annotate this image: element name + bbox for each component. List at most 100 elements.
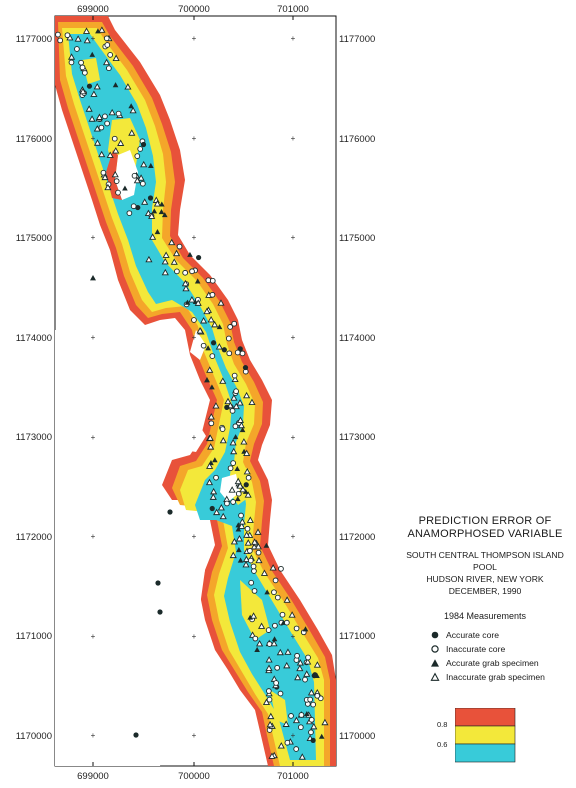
open-circle-marker [234, 349, 241, 356]
open-triangle-marker [283, 661, 291, 669]
x-tick-label: 699000 [77, 4, 109, 15]
open-triangle-marker [173, 249, 181, 257]
sample-markers [55, 26, 329, 760]
grid-cross-icon: + [192, 233, 197, 242]
open-triangle-marker [83, 36, 91, 44]
legend-heading: 1984 Measurements [443, 611, 527, 621]
filled-triangle-marker [302, 626, 309, 632]
open-triangle-marker [128, 129, 136, 136]
open-triangle-marker [188, 296, 196, 303]
grid-cross-icon: + [291, 532, 296, 541]
grid-cross-icon: + [91, 134, 96, 143]
open-circle-marker [239, 350, 246, 357]
filled-circle-marker [311, 673, 317, 679]
open-circle-marker [126, 210, 133, 217]
open-circle-marker [208, 420, 215, 427]
filled-circle-marker [167, 509, 173, 515]
open-triangle-marker [283, 596, 291, 603]
open-triangle-marker [270, 639, 278, 647]
open-circle-marker [284, 739, 291, 746]
open-triangle-marker [307, 688, 316, 696]
open-circle-marker [102, 113, 108, 120]
open-circle-marker [64, 32, 71, 39]
open-triangle-marker [149, 233, 157, 240]
open-circle-marker [231, 372, 238, 379]
open-circle-marker [244, 525, 251, 532]
filled-circle-marker [224, 404, 230, 410]
open-triangle-marker [98, 150, 106, 158]
y-tick-label: 1175000 [16, 233, 52, 244]
open-circle-marker [250, 563, 257, 570]
filled-circle-marker [133, 732, 139, 738]
open-triangle-marker [111, 170, 119, 178]
filled-triangle-marker [232, 434, 239, 440]
open-circle-marker [57, 37, 64, 44]
filled-triangle-marker [158, 209, 165, 215]
open-triangle-marker [304, 658, 312, 665]
open-circle-marker [213, 474, 219, 481]
open-triangle-marker [238, 522, 246, 529]
x-tick-label: 701000 [277, 771, 309, 782]
y-tick-label: 1176000 [16, 134, 52, 145]
grid-cross-icon: + [291, 433, 296, 442]
open-circle-marker [288, 713, 294, 719]
open-circle-marker [111, 135, 118, 142]
open-circle-marker [308, 716, 315, 723]
island [220, 474, 240, 502]
open-circle-marker [200, 342, 207, 349]
open-triangle-marker [313, 661, 321, 668]
filled-triangle-marker [271, 636, 278, 642]
open-triangle-icon [430, 672, 440, 681]
open-circle-marker [248, 579, 255, 586]
open-triangle-marker [296, 659, 304, 666]
filled-triangle-marker [161, 212, 168, 218]
open-circle-marker [277, 690, 284, 697]
open-triangle-marker [284, 648, 292, 655]
title-line-2: ANAMORPHOSED VARIABLE [407, 528, 563, 540]
open-triangle-marker [217, 504, 225, 511]
open-circle-marker [98, 124, 105, 131]
open-circle-marker [137, 146, 144, 152]
filled-triangle-marker [304, 710, 310, 717]
title-line-1: PREDICTION ERROR OF [418, 515, 552, 527]
open-triangle-marker [205, 478, 214, 486]
filled-triangle-marker [237, 557, 244, 563]
open-triangle-marker [181, 279, 189, 287]
open-triangle-marker [95, 113, 104, 120]
open-circle-marker [209, 353, 216, 359]
open-triangle-marker [240, 438, 248, 445]
open-triangle-marker [108, 108, 116, 116]
open-triangle-marker [244, 539, 252, 546]
open-circle-marker [174, 268, 180, 275]
y-tick-label: 1170000 [16, 731, 52, 742]
open-circle-marker [233, 388, 239, 395]
open-triangle-marker [98, 26, 106, 33]
open-triangle-marker [161, 268, 169, 276]
open-circle-marker [115, 189, 121, 196]
filled-circle-marker [157, 609, 163, 615]
filled-triangle-marker [239, 427, 246, 433]
grid-cross-icon: + [91, 34, 96, 43]
open-circle-marker [226, 350, 233, 357]
open-circle-marker [235, 490, 242, 497]
open-circle-marker [219, 426, 226, 432]
open-circle-marker [130, 203, 137, 210]
open-circle-marker [103, 35, 110, 42]
open-circle-marker [182, 269, 189, 276]
map-title: PREDICTION ERROR OF ANAMORPHOSED VARIABL… [400, 515, 570, 541]
title-panel: PREDICTION ERROR OF ANAMORPHOSED VARIABL… [400, 515, 570, 621]
open-triangle-marker [236, 399, 244, 406]
y-tick-label: 1174000 [339, 333, 375, 344]
open-triangle-marker [243, 391, 251, 399]
grid-cross-icon: + [192, 731, 197, 740]
open-circle-marker [266, 688, 272, 694]
open-triangle-marker [85, 105, 93, 112]
open-triangle-marker [207, 413, 215, 420]
open-triangle-marker [230, 537, 238, 545]
open-circle-marker [229, 408, 236, 414]
filled-circle-marker [196, 254, 202, 261]
open-triangle-marker [211, 320, 219, 328]
filled-triangle-marker [234, 465, 241, 472]
open-circle-marker [314, 692, 321, 699]
open-circle-marker [247, 557, 254, 564]
